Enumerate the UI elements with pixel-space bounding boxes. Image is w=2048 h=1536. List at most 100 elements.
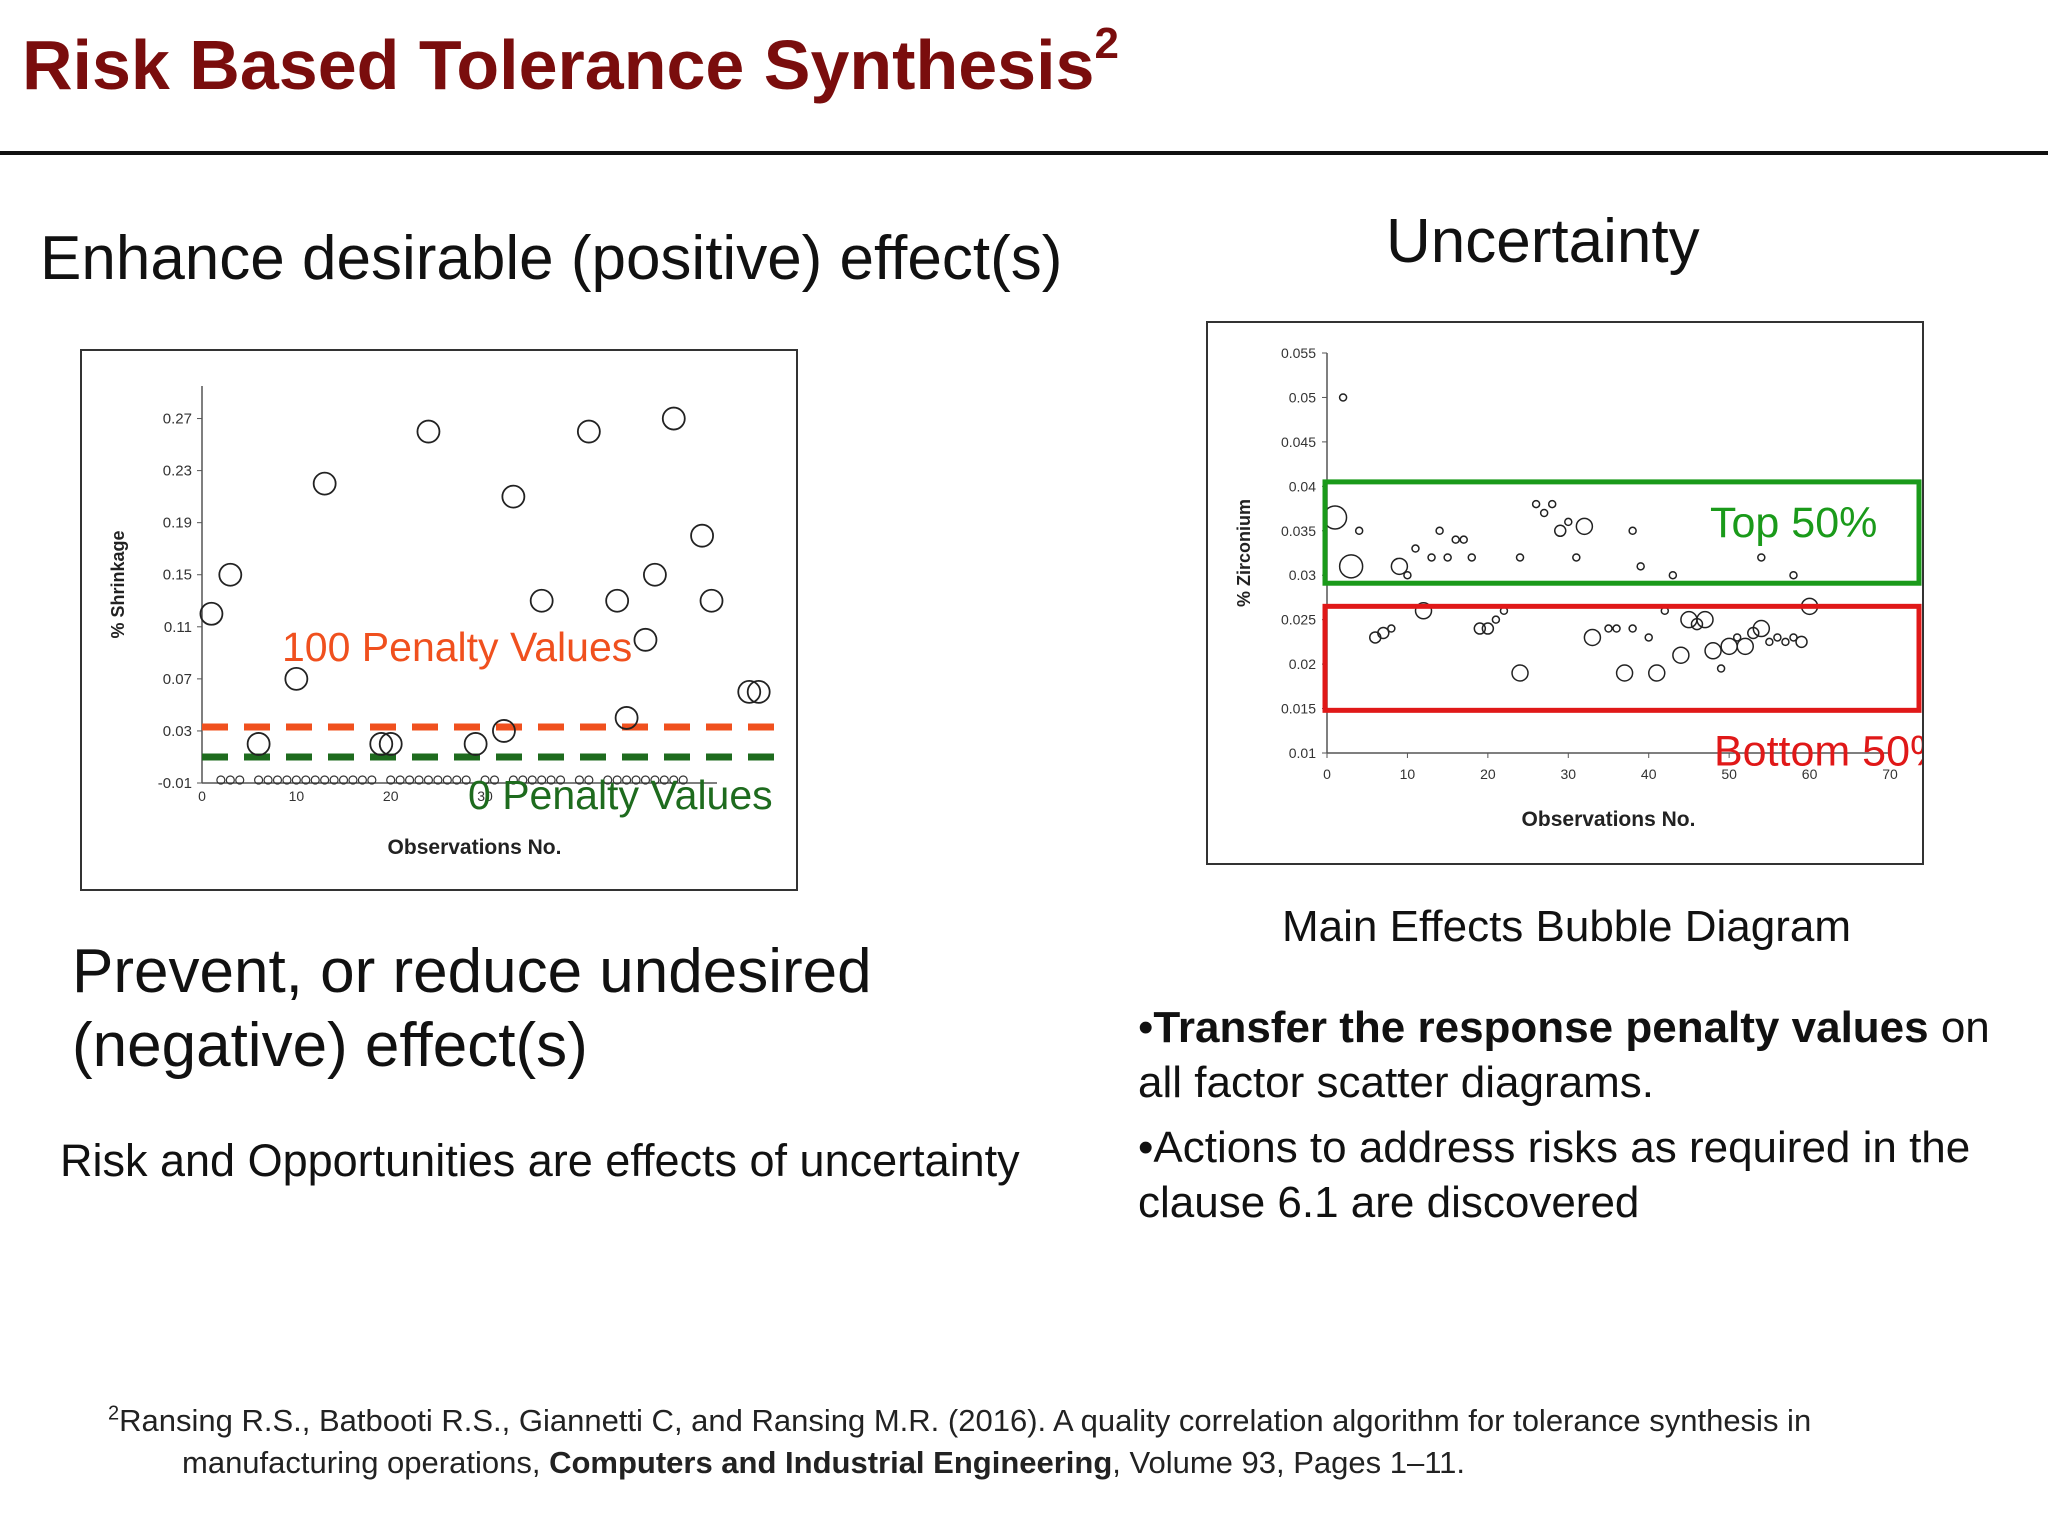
data-point bbox=[312, 471, 337, 496]
x-tick-label: 20 bbox=[383, 788, 399, 804]
y-tick-label: 0.03 bbox=[163, 723, 192, 740]
zero-data-point bbox=[508, 775, 518, 785]
bubble-point bbox=[1451, 535, 1460, 544]
zero-data-point bbox=[659, 775, 669, 785]
data-point bbox=[576, 419, 601, 444]
bullet-list: •Transfer the response penalty values on… bbox=[1138, 1000, 2038, 1240]
slide-title: Risk Based Tolerance Synthesis2 bbox=[22, 22, 1119, 101]
data-point bbox=[690, 523, 714, 548]
bubble-point bbox=[1628, 526, 1637, 536]
zero-data-point bbox=[367, 775, 377, 785]
region-box bbox=[1322, 479, 1922, 586]
bubble-diagram-caption: Main Effects Bubble Diagram bbox=[1282, 902, 1852, 951]
bubble-point bbox=[1414, 602, 1433, 620]
bubble-point bbox=[1467, 553, 1477, 562]
slide-title-text: Risk Based Tolerance Synthesis bbox=[22, 26, 1095, 104]
x-tick-label: 70 bbox=[1882, 766, 1898, 782]
bullet-item: •Actions to address risks as required in… bbox=[1138, 1120, 2038, 1230]
bubble-point bbox=[1515, 553, 1525, 562]
x-axis-label: Observations No. bbox=[388, 836, 562, 859]
y-tick-label: 0.045 bbox=[1281, 434, 1316, 450]
zero-data-point bbox=[235, 775, 245, 785]
shrinkage-scatter-svg: 0.27 0.23 0.19 0.15 0.11 0.07 0.03 -0.01 0 10 20 30… bbox=[108, 386, 782, 859]
y-tick-label: 0.23 bbox=[163, 463, 192, 480]
zero-data-point bbox=[669, 775, 679, 785]
bubble-point bbox=[1648, 664, 1666, 682]
zero-data-point bbox=[216, 775, 226, 785]
zero-data-point bbox=[546, 775, 556, 785]
x-tick-label: 20 bbox=[1480, 766, 1496, 782]
zero-data-point bbox=[640, 775, 651, 785]
bullet-text: Actions to address risks as required in … bbox=[1138, 1123, 1971, 1227]
bullet-item: •Transfer the response penalty values on… bbox=[1138, 1000, 2038, 1110]
bubble-point bbox=[1411, 544, 1420, 553]
bubble-point bbox=[1789, 570, 1798, 580]
zero-data-point bbox=[291, 775, 301, 785]
data-point bbox=[416, 419, 441, 444]
zero-data-point bbox=[329, 775, 339, 785]
citation-footnote-mark: 2 bbox=[108, 1402, 120, 1425]
bubble-point bbox=[1459, 535, 1468, 544]
x-tick-label: 30 bbox=[1560, 766, 1576, 782]
heading-enhance: Enhance desirable (positive) effect(s) bbox=[40, 224, 1063, 293]
bubble-point bbox=[1531, 499, 1541, 509]
zero-data-point bbox=[452, 775, 462, 785]
bubble-point bbox=[1644, 633, 1653, 642]
bubble-point bbox=[1636, 562, 1645, 571]
x-tick-label: 0 bbox=[1323, 766, 1331, 782]
bullet-bold-text: Transfer the response penalty values bbox=[1153, 1003, 1929, 1052]
heading-uncertainty: Uncertainty bbox=[1386, 207, 1700, 276]
region-label-bottom: Bottom 50% bbox=[1714, 727, 1922, 775]
bubble-point bbox=[1539, 508, 1549, 518]
citation-line-2-post: , Volume 93, Pages 1–11. bbox=[1112, 1444, 1466, 1480]
zero-data-point bbox=[272, 775, 283, 785]
x-axis-label: Observations No. bbox=[1522, 808, 1696, 831]
bubble-point bbox=[1338, 554, 1364, 579]
zero-data-point bbox=[537, 775, 547, 785]
citation-line-2-pre: manufacturing operations, bbox=[182, 1444, 550, 1480]
zirconium-bubble-chart: 0.055 0.05 0.045 0.04 0.035 0.03 0.025 0.02 0.01… bbox=[1206, 321, 1948, 865]
bubble-point bbox=[1354, 526, 1364, 536]
zirconium-bubble-svg: 0.055 0.05 0.045 0.04 0.035 0.03 0.025 0.02 0.01… bbox=[1234, 345, 1948, 831]
citation-line-2: manufacturing operations, Computers and … bbox=[108, 1442, 1988, 1484]
zero-data-point bbox=[650, 775, 660, 785]
zero-data-point bbox=[338, 775, 349, 785]
bubble-point bbox=[1628, 624, 1637, 633]
bubble-point bbox=[1491, 615, 1501, 624]
zero-data-point bbox=[301, 775, 311, 785]
zero-data-point bbox=[678, 775, 688, 785]
bubble-point bbox=[1781, 637, 1790, 647]
zero-data-point bbox=[621, 775, 632, 785]
y-tick-label: 0.04 bbox=[1289, 478, 1316, 494]
bubble-point bbox=[1387, 624, 1396, 633]
y-tick-label: -0.01 bbox=[158, 775, 192, 792]
y-tick-label: 0.025 bbox=[1281, 612, 1316, 628]
bubble-point bbox=[1612, 624, 1621, 633]
zero-data-point bbox=[310, 775, 320, 785]
bubble-point bbox=[1757, 553, 1766, 562]
zero-data-point bbox=[612, 775, 622, 785]
y-tick-label: 0.035 bbox=[1281, 523, 1316, 539]
zero-data-point bbox=[461, 775, 471, 785]
zero-data-point bbox=[480, 775, 490, 785]
bubble-point bbox=[1795, 635, 1808, 649]
zero-data-point bbox=[263, 775, 273, 785]
region-box bbox=[1322, 603, 1922, 713]
region-label-top: Top 50% bbox=[1710, 499, 1877, 547]
bullet-text: on all factor scatter diagrams. bbox=[1138, 1003, 1990, 1107]
zero-data-point bbox=[433, 775, 443, 785]
x-tick-label: 30 bbox=[477, 788, 493, 804]
zero-data-point bbox=[404, 775, 415, 785]
y-axis-label: % Shrinkage bbox=[108, 530, 128, 638]
bubble-point bbox=[1752, 619, 1771, 638]
y-tick-label: 0.02 bbox=[1289, 656, 1316, 672]
bubble-point bbox=[1435, 526, 1444, 536]
bubble-point bbox=[1604, 624, 1613, 633]
threshold-label-100: 100 Penalty Values bbox=[282, 624, 632, 670]
bubble-point bbox=[1583, 628, 1602, 647]
bubble-point bbox=[1615, 664, 1634, 682]
threshold-label-0: 0 Penalty Values bbox=[468, 772, 773, 818]
bubble-point bbox=[1572, 553, 1581, 562]
y-tick-label: 0.05 bbox=[1289, 389, 1316, 405]
data-point bbox=[218, 562, 243, 587]
